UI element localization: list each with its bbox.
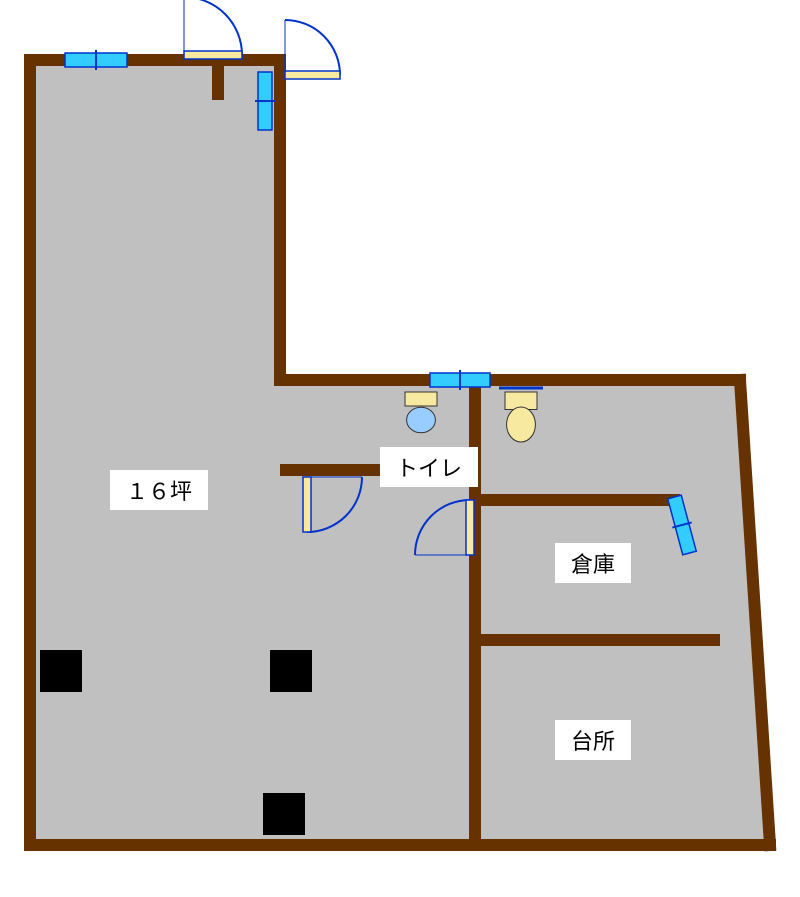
label-toilet: トイレ <box>380 447 478 487</box>
door <box>184 0 242 59</box>
pillar <box>263 793 305 835</box>
window <box>255 72 275 130</box>
washbasin-fixture-icon <box>405 392 437 433</box>
label-storage: 倉庫 <box>555 543 631 583</box>
label-kitchen: 台所 <box>555 720 631 760</box>
pillar <box>40 650 82 692</box>
label-main-room: １６坪 <box>110 470 208 510</box>
floor-plan-diagram: １６坪 トイレ 倉庫 台所 <box>0 0 800 897</box>
door <box>285 20 340 79</box>
pillar <box>270 650 312 692</box>
window <box>430 370 490 390</box>
window <box>65 50 127 70</box>
